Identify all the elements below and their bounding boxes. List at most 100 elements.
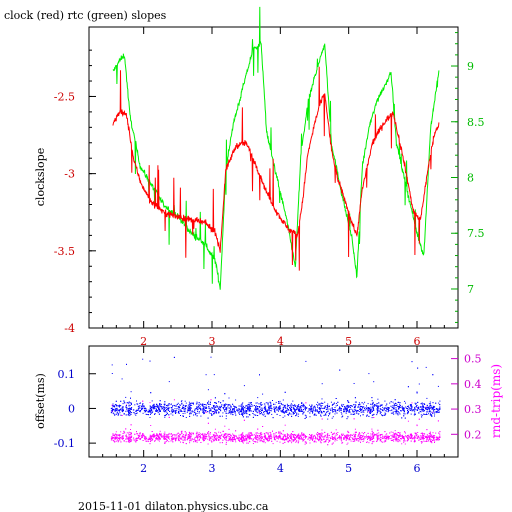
offset-scatter-point xyxy=(420,411,422,413)
offset-scatter-point xyxy=(426,408,428,410)
rnd-trip-scatter-point xyxy=(313,435,315,437)
rnd-trip-scatter-point xyxy=(276,436,278,438)
offset-scatter-point xyxy=(412,409,414,411)
rnd-trip-scatter-point xyxy=(202,434,204,436)
offset-scatter-point xyxy=(354,407,356,409)
offset-scatter-point xyxy=(282,411,284,413)
offset-scatter-point xyxy=(409,405,411,407)
rnd-trip-scatter-point xyxy=(164,441,166,443)
rnd-trip-scatter-point xyxy=(259,440,261,442)
rnd-trip-scatter-point xyxy=(422,433,424,435)
clock-series-line xyxy=(112,66,440,271)
rnd-trip-scatter-point xyxy=(113,437,115,439)
rnd-trip-scatter-point xyxy=(163,435,165,437)
rnd-trip-scatter-point xyxy=(251,433,253,435)
offset-scatter-point xyxy=(175,413,176,414)
rnd-trip-scatter-point xyxy=(372,432,374,434)
offset-scatter-point xyxy=(274,411,276,413)
offset-scatter-point xyxy=(420,409,422,411)
rnd-trip-scatter-point xyxy=(292,439,294,441)
rnd-trip-scatter-point xyxy=(414,441,416,443)
rnd-trip-scatter-point xyxy=(426,438,428,440)
rnd-trip-scatter-point xyxy=(257,436,259,438)
offset-scatter-point xyxy=(335,410,337,412)
rnd-trip-scatter-point xyxy=(384,431,386,433)
offset-scatter-point xyxy=(263,411,264,413)
rnd-trip-scatter-point xyxy=(403,440,405,442)
rnd-trip-scatter-point xyxy=(306,436,307,438)
offset-scatter-point xyxy=(304,418,306,419)
rnd-trip-scatter-point xyxy=(269,437,271,439)
rnd-trip-scatter-point xyxy=(243,438,245,440)
offset-scatter-point xyxy=(358,406,360,408)
offset-scatter-point xyxy=(288,409,289,410)
offset-scatter-point xyxy=(276,407,278,409)
offset-scatter-point xyxy=(137,410,139,411)
rnd-trip-scatter-point xyxy=(157,439,159,441)
rnd-trip-scatter-point xyxy=(125,434,127,436)
offset-scatter-point xyxy=(160,403,162,405)
offset-scatter-point xyxy=(177,402,179,404)
bottom-x-tick-label: 3 xyxy=(209,462,216,475)
offset-scatter-point xyxy=(214,405,216,407)
rnd-trip-scatter-point xyxy=(177,432,179,434)
offset-scatter-point xyxy=(282,399,284,401)
rnd-trip-scatter-point xyxy=(309,442,311,444)
rnd-trip-scatter-point xyxy=(167,437,169,439)
offset-scatter-point xyxy=(166,414,168,415)
rnd-trip-scatter-point xyxy=(209,437,211,439)
rnd-trip-scatter-point xyxy=(185,443,187,445)
offset-scatter-point xyxy=(291,411,293,412)
offset-scatter-point xyxy=(180,400,182,402)
rnd-trip-scatter-point xyxy=(395,432,396,434)
rnd-trip-scatter-point xyxy=(435,432,437,434)
offset-scatter-point xyxy=(131,412,133,413)
rnd-trip-scatter-point xyxy=(136,437,137,439)
top-y2-tick-label: 7.5 xyxy=(467,227,485,240)
offset-scatter-point xyxy=(384,414,386,416)
offset-scatter-point xyxy=(394,411,396,412)
offset-scatter-point xyxy=(344,406,345,408)
rnd-trip-scatter-point xyxy=(363,437,365,439)
rnd-trip-scatter-point xyxy=(203,439,205,441)
offset-scatter-point xyxy=(273,403,274,405)
rnd-trip-scatter-point xyxy=(356,439,358,441)
rnd-trip-scatter-point xyxy=(429,438,431,440)
rnd-trip-scatter-point xyxy=(241,439,243,440)
rnd-trip-scatter-point xyxy=(319,433,321,435)
top-x-tick-label: 6 xyxy=(414,335,421,348)
rnd-trip-scatter-point xyxy=(423,433,425,434)
offset-scatter-point xyxy=(182,413,184,414)
offset-scatter-point xyxy=(193,411,195,413)
offset-scatter-point xyxy=(122,409,124,411)
rnd-trip-scatter-point xyxy=(315,441,317,443)
rnd-trip-scatter-point xyxy=(283,434,285,436)
offset-scatter-point xyxy=(218,407,220,408)
rnd-trip-scatter-point xyxy=(181,438,183,440)
offset-scatter-point xyxy=(224,393,226,395)
rnd-trip-scatter-point xyxy=(389,432,391,434)
rnd-trip-scatter-point xyxy=(301,437,302,439)
offset-scatter-point xyxy=(185,417,187,418)
offset-scatter-point xyxy=(299,406,301,408)
offset-scatter-point xyxy=(212,407,214,409)
offset-scatter-point xyxy=(329,413,331,415)
rnd-trip-scatter-point xyxy=(289,436,291,438)
rnd-trip-scatter-point xyxy=(428,440,430,442)
rnd-trip-scatter-point xyxy=(198,439,200,441)
rnd-trip-scatter-point xyxy=(156,433,158,435)
rnd-trip-scatter-point xyxy=(136,433,138,435)
offset-scatter-point xyxy=(291,406,293,408)
offset-scatter-point xyxy=(370,409,372,411)
rnd-trip-scatter-point xyxy=(300,435,302,437)
rnd-trip-scatter-point xyxy=(240,438,242,440)
rnd-trip-scatter-point xyxy=(265,438,267,440)
rnd-trip-scatter-point xyxy=(261,438,263,439)
rnd-trip-scatter-point xyxy=(305,402,307,404)
offset-scatter-point xyxy=(281,410,283,411)
offset-scatter-point xyxy=(114,406,116,408)
rnd-trip-scatter-point xyxy=(344,436,346,438)
rnd-trip-scatter-point xyxy=(370,437,372,439)
rnd-trip-scatter-point xyxy=(164,434,166,436)
rnd-trip-scatter-point xyxy=(421,441,423,443)
